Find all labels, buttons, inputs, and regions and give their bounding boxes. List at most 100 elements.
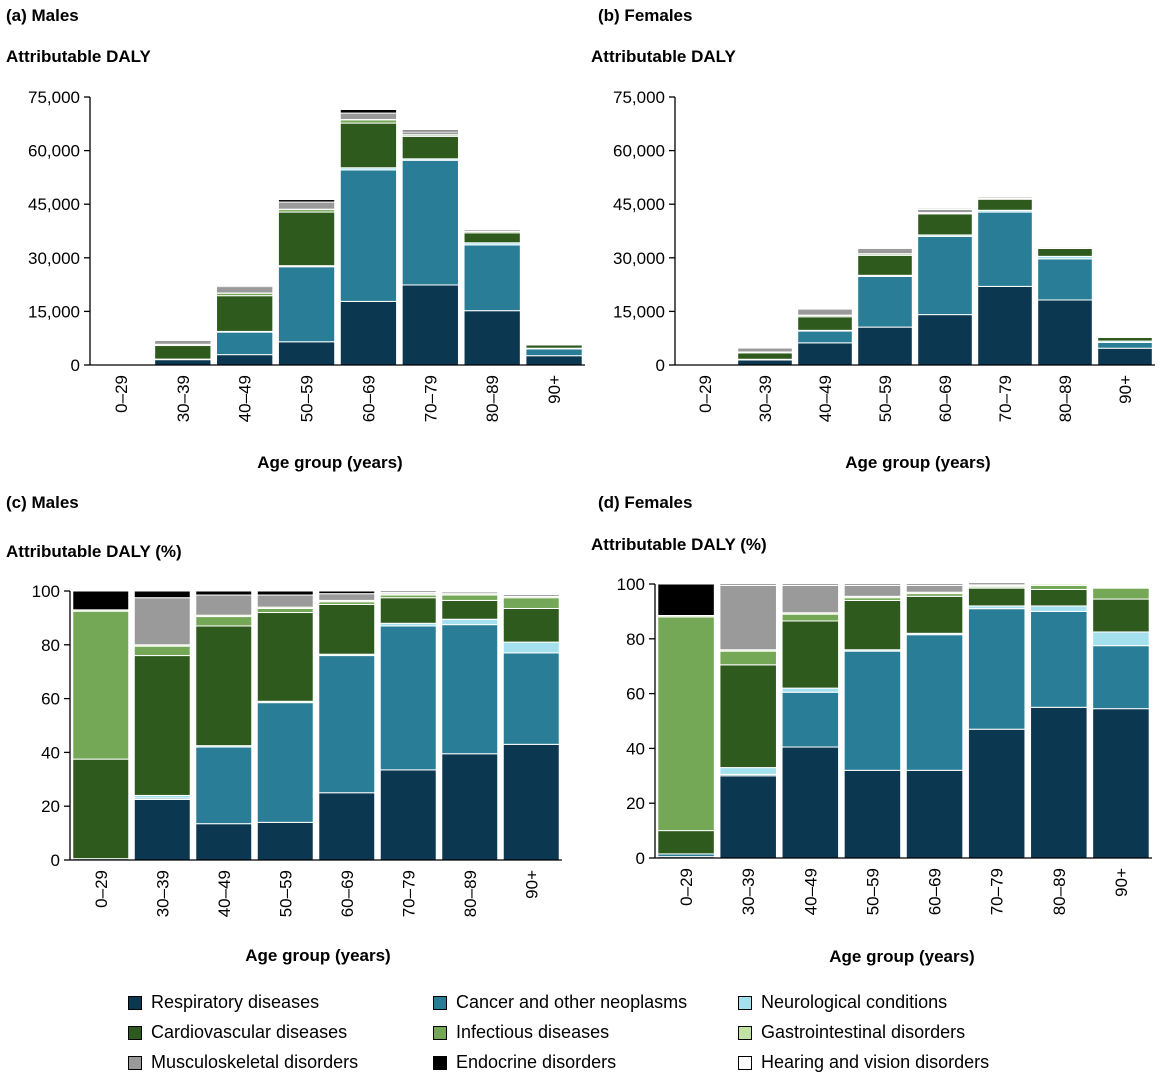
bar-segment-endocrine <box>154 339 212 341</box>
x-tick-label: 70–79 <box>421 375 440 422</box>
bar-segment-cancer <box>318 655 376 794</box>
bar-segment-endocrine <box>318 590 376 595</box>
x-tick-label: 50–59 <box>298 375 317 422</box>
x-tick-label: 70–79 <box>988 868 1007 915</box>
bar-segment-cancer <box>441 624 499 755</box>
y-tick-label: 45,000 <box>613 195 665 214</box>
bar-segment-neurological <box>781 687 840 693</box>
x-tick-label: 70–79 <box>399 870 418 917</box>
bar-segment-cancer <box>277 266 336 343</box>
legend-swatch <box>433 1025 447 1040</box>
x-tick-label: 50–59 <box>863 868 882 915</box>
legend-item-musculoskeletal: Musculoskeletal disorders <box>128 1052 358 1073</box>
legend-swatch <box>128 995 142 1010</box>
bar-segment-cardiovascular <box>967 587 1026 607</box>
bar-segment-endocrine <box>737 346 793 349</box>
bar-segment-infectious <box>1092 587 1150 600</box>
bar-segment-cardiovascular <box>502 607 560 643</box>
legend-item-hearing-vision: Hearing and vision disorders <box>738 1052 989 1073</box>
bar-segment-cardiovascular <box>719 664 777 769</box>
bar-segment-cardiovascular <box>72 758 130 860</box>
x-tick-label: 80–89 <box>461 870 480 917</box>
panel-title-d: (d) Females <box>598 493 693 512</box>
bar-segment-cancer <box>256 702 314 823</box>
legend-swatch <box>433 1055 447 1070</box>
bar-segment-cancer <box>339 169 398 302</box>
y-tick-label: 0 <box>71 356 80 375</box>
bar-segment-cardiovascular <box>905 595 964 634</box>
legend-item-cancer: Cancer and other neoplasms <box>433 992 687 1013</box>
y-tick-label: 60,000 <box>613 142 665 161</box>
bar-segment-neurological <box>1092 631 1150 647</box>
bar-segment-cancer <box>843 650 902 771</box>
bar-segment-endocrine <box>441 590 499 593</box>
bar-segment-endocrine <box>797 307 853 310</box>
bar-segment-infectious <box>1030 584 1088 590</box>
bar-segment-cancer <box>379 625 437 771</box>
xlabel-c: Age group (years) <box>245 946 391 965</box>
x-tick-label: 40–49 <box>816 375 835 422</box>
y-tick-label: 30,000 <box>28 249 80 268</box>
x-tick-label: 0–29 <box>677 868 696 906</box>
chart-c: 0 20 40 60 80 100 0–29 30–39 40–49 50–59 60–69 70–7… <box>32 582 562 917</box>
chart-b: 0 15,000 30,000 45,000 60,000 75,000 0–29 30–39… <box>613 88 1155 422</box>
ylabel-b: Attributable DALY <box>591 47 736 66</box>
bar-segment-cardiovascular <box>843 599 902 651</box>
bar-segment-cardiovascular <box>195 625 253 747</box>
bar-segment-respiratory <box>843 769 902 859</box>
x-tick-label: 70–79 <box>996 375 1015 422</box>
y-tick-label: 15,000 <box>28 302 80 321</box>
bar-segment-respiratory <box>917 314 973 366</box>
x-tick-label: 60–69 <box>926 868 945 915</box>
y-tick-label: 80 <box>41 636 60 655</box>
bar-segment-cardiovascular <box>781 620 840 689</box>
bar-segment-cancer <box>977 211 1033 287</box>
legend-swatch <box>128 1055 142 1070</box>
x-tick-label: 60–69 <box>936 375 955 422</box>
bar-segment-endocrine <box>857 247 913 249</box>
bar-segment-musculoskeletal <box>781 584 840 614</box>
bar-segment-endocrine <box>1097 335 1153 337</box>
bar-segment-endocrine <box>256 590 314 596</box>
panel-title-c: (c) Males <box>6 493 79 512</box>
bar-segment-cancer <box>1037 258 1093 301</box>
x-tick-label: 80–89 <box>1050 868 1069 915</box>
bar-segment-endocrine <box>719 583 777 586</box>
bar-segment-respiratory <box>905 769 964 859</box>
bar-segment-endocrine <box>72 590 130 611</box>
bar-segment-infectious <box>72 610 130 760</box>
x-tick-label: 60–69 <box>359 375 378 422</box>
y-tick-label: 40 <box>626 739 645 758</box>
bar-segment-neurological <box>1030 605 1088 612</box>
y-tick-label: 75,000 <box>613 88 665 107</box>
bar-segment-cardiovascular <box>1092 598 1150 633</box>
xlabel-a: Age group (years) <box>257 453 403 472</box>
legend-label: Hearing and vision disorders <box>761 1052 990 1072</box>
bar-segment-cancer <box>967 608 1026 730</box>
y-tick-label: 0 <box>636 849 645 868</box>
bar-segment-cancer <box>781 691 840 748</box>
bar-segment-cardiovascular <box>657 830 715 855</box>
bar-segment-neurological <box>719 767 777 775</box>
legend-label: Cancer and other neoplasms <box>456 992 688 1012</box>
panel-title-a: (a) Males <box>6 6 79 25</box>
y-tick-label: 100 <box>617 575 645 594</box>
bar-segment-respiratory <box>781 746 840 859</box>
xlabel-b: Age group (years) <box>845 453 991 472</box>
bar-segment-endocrine <box>277 199 336 203</box>
bar-segment-cardiovascular <box>379 597 437 624</box>
x-tick-label: 40–49 <box>215 870 234 917</box>
ylabel-a: Attributable DALY <box>6 47 151 66</box>
legend-swatch <box>433 995 447 1010</box>
legend-label: Endocrine disorders <box>456 1052 617 1072</box>
legend-label: Musculoskeletal disorders <box>151 1052 359 1072</box>
chart-a: 0 15,000 30,000 45,000 60,000 75,000 0–29 30–39… <box>28 88 585 422</box>
x-tick-label: 80–89 <box>1056 375 1075 422</box>
xlabel-d: Age group (years) <box>829 947 975 966</box>
x-tick-label: 50–59 <box>276 870 295 917</box>
x-tick-label: 30–39 <box>174 375 193 422</box>
bar-segment-respiratory <box>133 798 191 861</box>
y-tick-label: 0 <box>51 851 60 870</box>
bar-segment-cardiovascular <box>1030 588 1088 607</box>
y-tick-label: 40 <box>41 743 60 762</box>
